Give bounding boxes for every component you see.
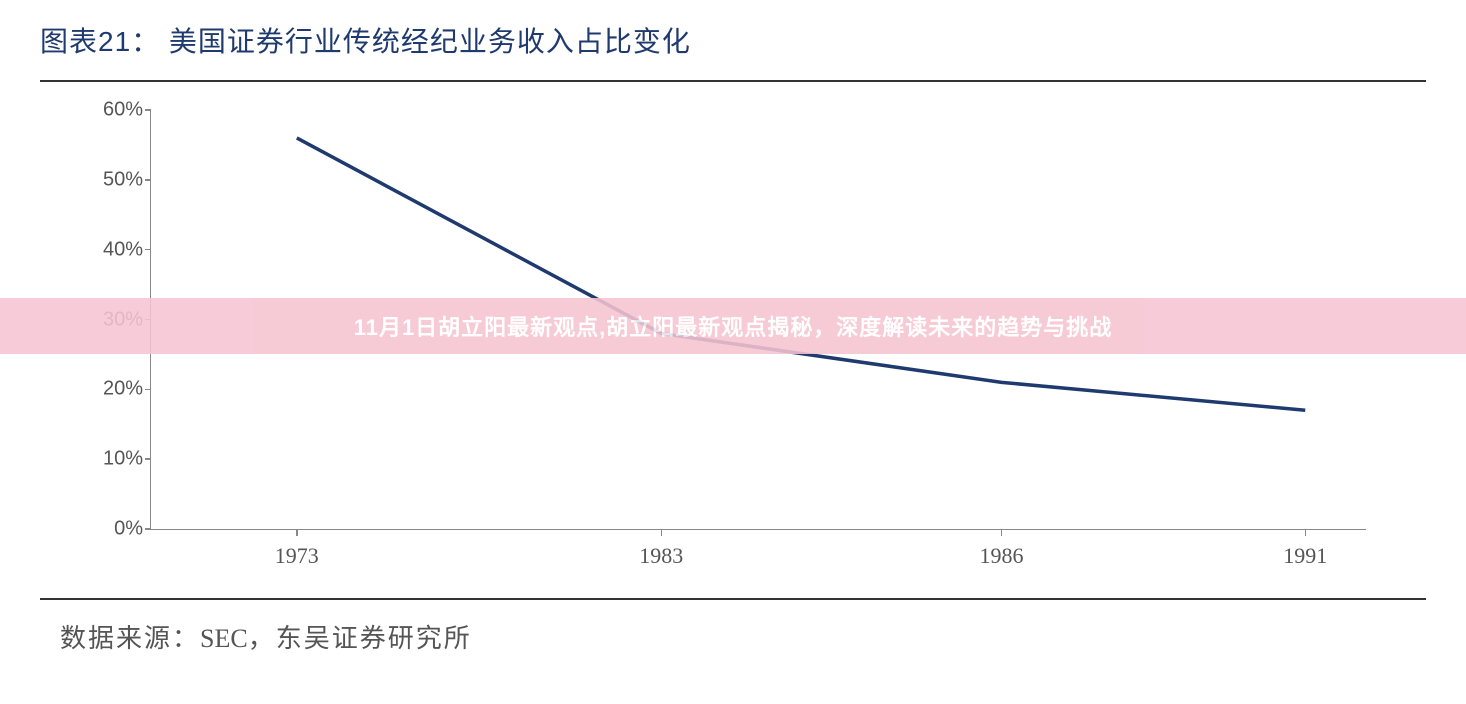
overlay-banner: 11月1日胡立阳最新观点,胡立阳最新观点揭秘，深度解读未来的趋势与挑战 bbox=[0, 298, 1466, 354]
x-tick-label: 1986 bbox=[980, 543, 1024, 569]
source-label: 数据来源： bbox=[60, 623, 200, 653]
chart-title: 图表21： 美国证券行业传统经纪业务收入占比变化 bbox=[40, 20, 1426, 60]
y-tick-mark bbox=[145, 109, 151, 111]
y-tick-label: 60% bbox=[93, 99, 143, 122]
x-tick-label: 1983 bbox=[639, 543, 683, 569]
data-line bbox=[297, 138, 1305, 410]
source-latin: SEC bbox=[200, 624, 248, 653]
y-tick-mark bbox=[145, 249, 151, 251]
y-tick-label: 20% bbox=[93, 378, 143, 401]
y-tick-mark bbox=[145, 389, 151, 391]
x-tick-mark bbox=[1001, 529, 1003, 536]
y-tick-mark bbox=[145, 179, 151, 181]
x-tick-label: 1991 bbox=[1283, 543, 1327, 569]
chart-header: 图表21： 美国证券行业传统经纪业务收入占比变化 bbox=[0, 0, 1466, 72]
x-tick-mark bbox=[661, 529, 663, 536]
y-tick-label: 40% bbox=[93, 238, 143, 261]
overlay-text: 11月1日胡立阳最新观点,胡立阳最新观点揭秘，深度解读未来的趋势与挑战 bbox=[354, 310, 1113, 342]
x-tick-mark bbox=[296, 529, 298, 536]
x-tick-label: 1973 bbox=[275, 543, 319, 569]
y-tick-mark bbox=[145, 528, 151, 530]
source-cn: ，东吴证券研究所 bbox=[248, 623, 472, 653]
divider-top bbox=[40, 80, 1426, 82]
x-tick-mark bbox=[1305, 529, 1307, 536]
y-tick-label: 0% bbox=[93, 518, 143, 541]
y-tick-label: 50% bbox=[93, 168, 143, 191]
y-tick-label: 10% bbox=[93, 448, 143, 471]
data-source: 数据来源：SEC，东吴证券研究所 bbox=[0, 600, 1466, 655]
y-tick-mark bbox=[145, 458, 151, 460]
